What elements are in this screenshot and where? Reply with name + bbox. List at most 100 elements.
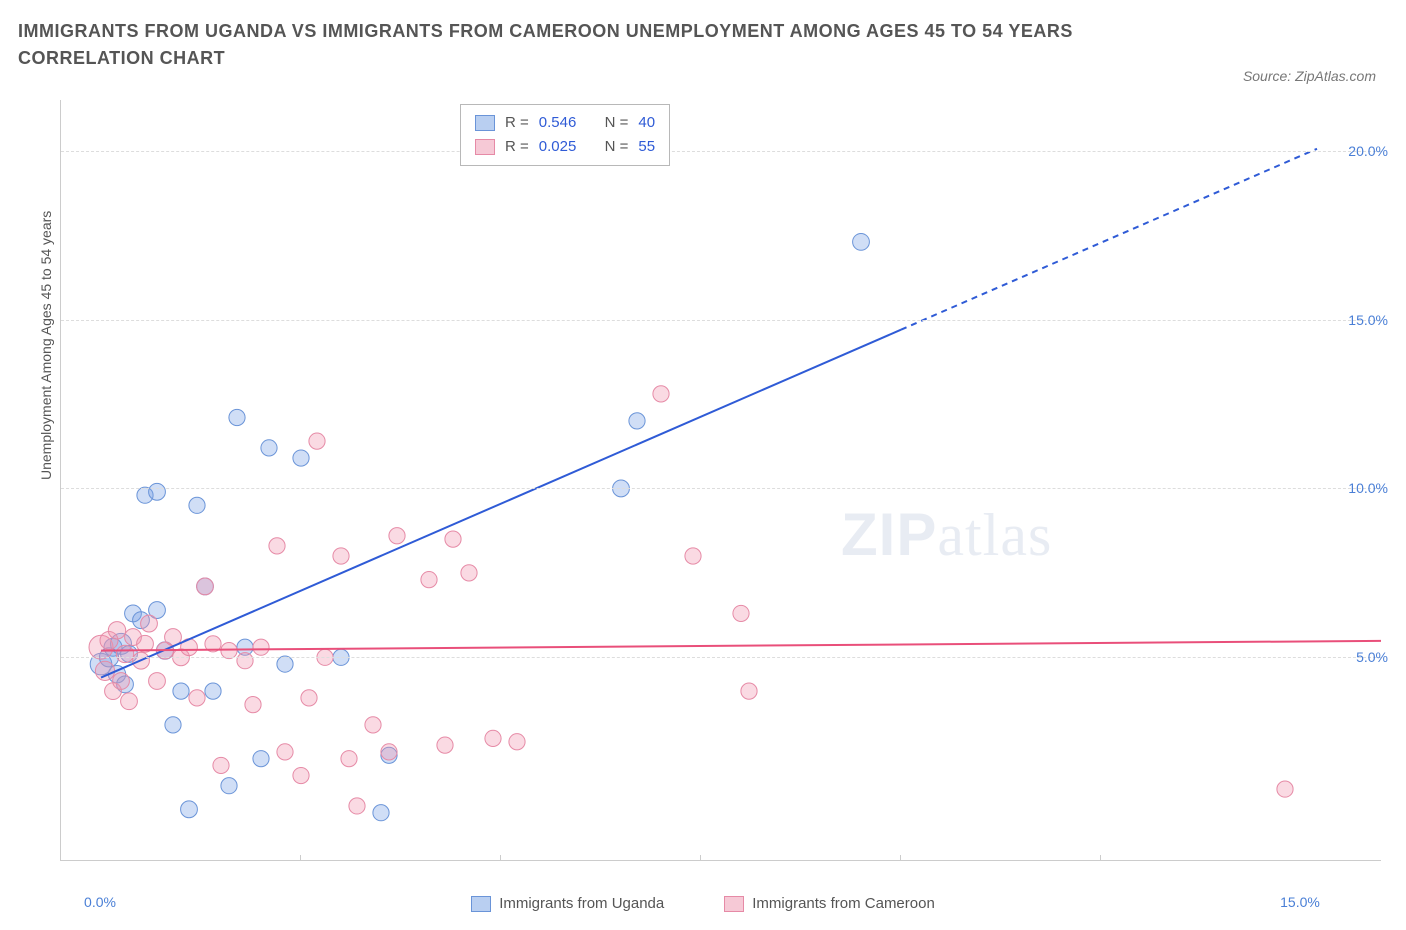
stats-r-value: 0.025 [539, 135, 577, 159]
scatter-point [245, 697, 261, 713]
legend-swatch [475, 139, 495, 155]
scatter-svg [61, 100, 1381, 860]
stats-n-value: 40 [638, 111, 655, 135]
scatter-point [261, 440, 277, 456]
scatter-point [113, 673, 130, 690]
plot-area: ZIPatlas [60, 100, 1381, 861]
scatter-point [461, 565, 477, 581]
scatter-point [95, 661, 114, 680]
x-tick-mark [500, 855, 501, 861]
gridline [61, 657, 1381, 658]
scatter-point [205, 636, 221, 652]
chart-title: IMMIGRANTS FROM UGANDA VS IMMIGRANTS FRO… [18, 18, 1118, 72]
scatter-point [165, 629, 182, 646]
scatter-point [181, 801, 198, 818]
scatter-point [125, 605, 142, 622]
legend-item: Immigrants from Uganda [471, 895, 664, 912]
stats-legend: R = 0.546 N = 40 R = 0.025 N = 55 [460, 104, 670, 166]
scatter-point [121, 646, 138, 663]
scatter-point [213, 757, 229, 773]
y-tick-label: 20.0% [1348, 143, 1388, 159]
watermark: ZIPatlas [841, 500, 1052, 570]
gridline [61, 488, 1381, 489]
x-tick-mark [1100, 855, 1101, 861]
scatter-point [189, 690, 205, 706]
scatter-point [133, 652, 150, 669]
y-tick-label: 10.0% [1348, 480, 1388, 496]
scatter-point [853, 233, 870, 250]
scatter-point [309, 433, 325, 449]
scatter-point [108, 666, 125, 683]
scatter-point [105, 683, 122, 700]
scatter-point [181, 639, 198, 656]
stats-n-label: N = [605, 135, 629, 159]
scatter-point [104, 638, 122, 656]
scatter-point [301, 690, 317, 706]
gridline [61, 151, 1381, 152]
scatter-point [149, 602, 166, 619]
stats-n-label: N = [605, 111, 629, 135]
legend-label: Immigrants from Uganda [499, 895, 664, 912]
x-tick-mark [300, 855, 301, 861]
scatter-point [237, 653, 253, 669]
scatter-point [165, 717, 181, 733]
scatter-point [277, 744, 293, 760]
source-attribution: Source: ZipAtlas.com [1243, 68, 1376, 84]
stats-r-value: 0.546 [539, 111, 577, 135]
legend-label: Immigrants from Cameroon [752, 895, 935, 912]
scatter-point [341, 751, 357, 767]
scatter-point [137, 635, 154, 652]
legend-swatch [471, 896, 491, 912]
scatter-point [205, 683, 221, 699]
scatter-point [421, 572, 437, 588]
scatter-point [221, 778, 237, 794]
scatter-point [121, 693, 138, 710]
legend-swatch [724, 896, 744, 912]
scatter-point [116, 645, 133, 662]
scatter-point [173, 683, 189, 699]
scatter-point [149, 673, 166, 690]
scatter-point [373, 805, 389, 821]
scatter-point [381, 747, 397, 763]
y-tick-label: 5.0% [1356, 649, 1388, 665]
scatter-point [485, 730, 501, 746]
scatter-point [197, 578, 214, 595]
stats-r-label: R = [505, 135, 529, 159]
x-tick-mark [900, 855, 901, 861]
series-legend: Immigrants from Uganda Immigrants from C… [0, 895, 1406, 912]
scatter-point [149, 483, 166, 500]
stats-n-value: 55 [638, 135, 655, 159]
scatter-point [381, 744, 397, 760]
scatter-point [437, 737, 453, 753]
scatter-point [333, 548, 349, 564]
scatter-point [741, 683, 757, 699]
legend-swatch [475, 115, 495, 131]
scatter-point [293, 450, 309, 466]
scatter-point [293, 767, 309, 783]
scatter-point [389, 528, 405, 544]
y-axis-label: Unemployment Among Ages 45 to 54 years [38, 211, 54, 480]
gridline [61, 320, 1381, 321]
scatter-point [349, 798, 365, 814]
legend-item: Immigrants from Cameroon [724, 895, 935, 912]
scatter-point [197, 578, 214, 595]
scatter-point [89, 635, 113, 659]
x-tick-label: 15.0% [1280, 894, 1320, 910]
scatter-point [629, 413, 645, 429]
scatter-point [685, 548, 701, 564]
scatter-point [229, 409, 245, 425]
scatter-point [253, 751, 269, 767]
scatter-point [509, 734, 525, 750]
scatter-point [269, 538, 285, 554]
scatter-point [108, 622, 125, 639]
scatter-point [141, 615, 158, 632]
scatter-point [221, 642, 237, 658]
stats-row: R = 0.546 N = 40 [475, 111, 655, 135]
scatter-point [133, 612, 150, 629]
scatter-point [125, 629, 142, 646]
scatter-point [111, 633, 132, 654]
x-tick-label: 0.0% [84, 894, 116, 910]
stats-r-label: R = [505, 111, 529, 135]
stats-row: R = 0.025 N = 55 [475, 135, 655, 159]
x-tick-mark [700, 855, 701, 861]
